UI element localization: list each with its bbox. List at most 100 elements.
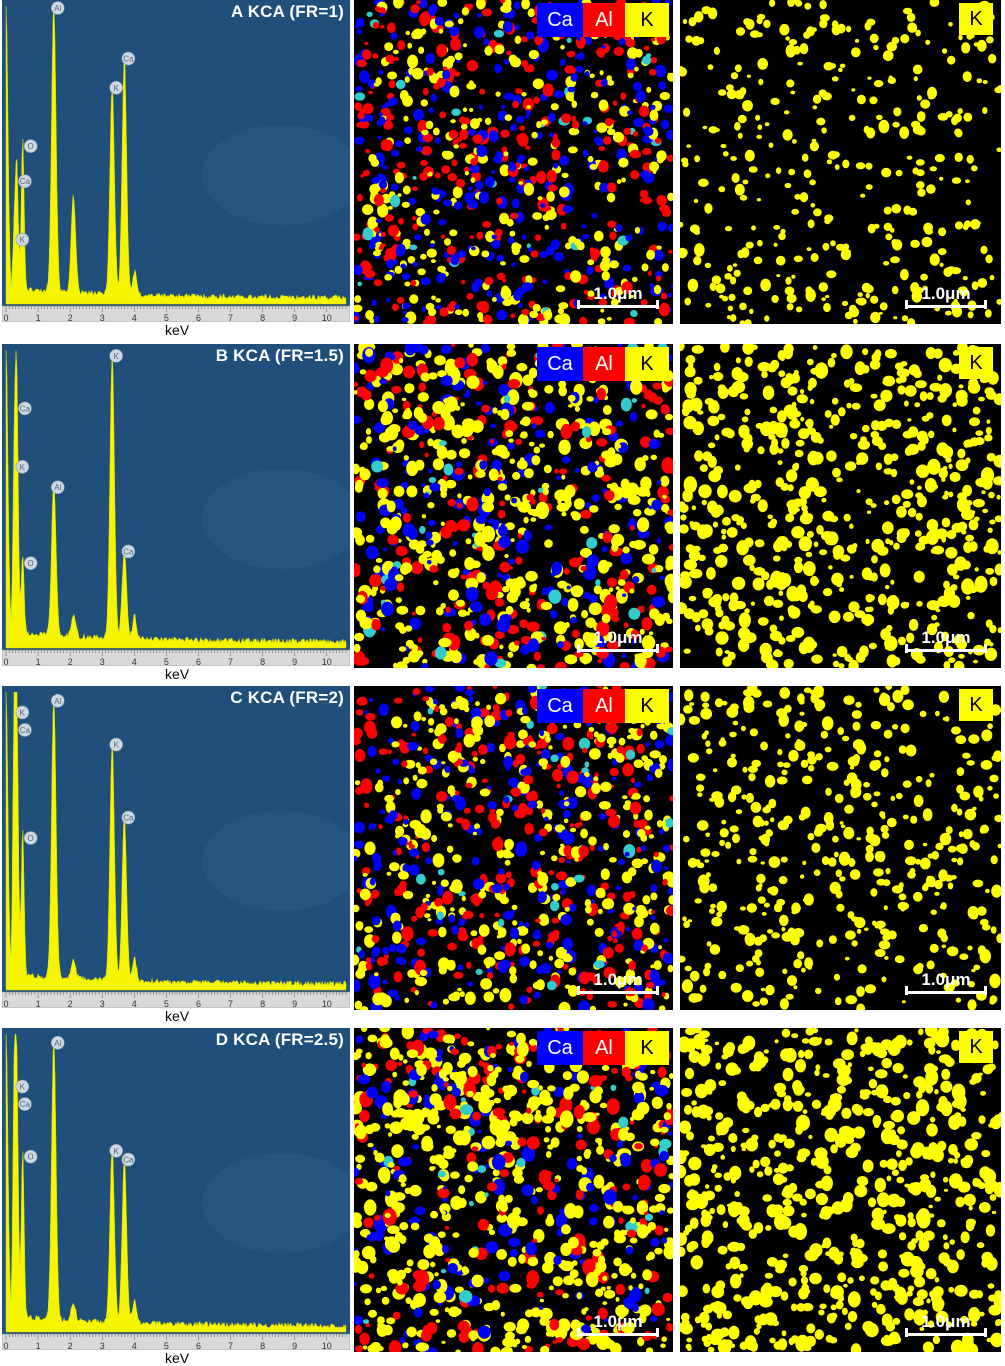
legend-al: Al: [583, 1031, 625, 1065]
peak-label: Al: [54, 697, 61, 706]
scale-bar-line: [577, 1333, 659, 1336]
scale-bar-line: [905, 649, 987, 652]
x-tick-label: 7: [228, 313, 233, 322]
x-tick-label: 10: [322, 657, 332, 666]
x-tick-label: 3: [100, 1341, 105, 1350]
peak-label: K: [20, 236, 26, 245]
x-tick-label: 1: [36, 657, 41, 666]
x-tick-label: 0: [3, 313, 8, 322]
x-tick-label: 3: [100, 657, 105, 666]
peak-label: Ca: [20, 726, 31, 735]
peak-label: O: [28, 142, 34, 151]
peak-label: Ca: [20, 404, 31, 413]
peak-label: O: [28, 559, 34, 568]
peak-label: Al: [54, 483, 61, 492]
peak-label: Ca: [123, 547, 134, 556]
composite-dot-field: [354, 344, 673, 668]
legend-al: Al: [583, 689, 625, 723]
k-dot-field: [680, 686, 1001, 1010]
x-tick-label: 10: [322, 313, 332, 322]
scale-bar-label: 1.0μm: [577, 970, 659, 990]
x-tick-label: 6: [196, 1341, 201, 1350]
scale-bar-label: 1.0μm: [577, 1312, 659, 1332]
peak-label: Al: [54, 1039, 61, 1048]
peak-label: K: [20, 708, 26, 717]
legend-k: K: [959, 689, 993, 721]
x-axis-label: keV: [165, 1008, 189, 1024]
x-tick-label: 8: [260, 313, 265, 322]
elemental-map-k: K 1.0μm: [680, 686, 1001, 1010]
x-tick-label: 1: [36, 999, 41, 1008]
x-tick-label: 0: [3, 1341, 8, 1350]
x-tick-label: 4: [132, 999, 137, 1008]
legend-ca: Ca: [537, 1031, 583, 1065]
legend-ca: Ca: [537, 689, 583, 723]
scale-bar-line: [577, 649, 659, 652]
peak-label: K: [20, 463, 26, 472]
x-tick-label: 7: [228, 999, 233, 1008]
scale-bar: 1.0μm: [577, 628, 659, 652]
peak-label: K: [20, 1083, 26, 1092]
x-axis-label: keV: [165, 322, 189, 338]
x-tick-label: 9: [292, 1341, 297, 1350]
x-tick-label: 4: [132, 313, 137, 322]
composite-dot-field: [354, 0, 673, 324]
x-tick-label: 6: [196, 313, 201, 322]
scale-bar: 1.0μm: [905, 284, 987, 308]
scale-bar: 1.0μm: [577, 970, 659, 994]
x-tick-label: 3: [100, 313, 105, 322]
x-tick-label: 0: [3, 657, 8, 666]
peak-label: K: [113, 84, 119, 93]
peak-label: Ca: [20, 177, 31, 186]
x-tick-label: 10: [322, 999, 332, 1008]
peak-label: Ca: [123, 814, 134, 823]
x-axis-label: keV: [165, 666, 189, 682]
peak-label: Ca: [123, 55, 134, 64]
panel-title: A KCA (FR=1): [231, 2, 344, 22]
scale-bar: 1.0μm: [577, 1312, 659, 1336]
peak-label: K: [113, 352, 119, 361]
scale-bar: 1.0μm: [905, 970, 987, 994]
peak-label: O: [28, 834, 34, 843]
panel-title: D KCA (FR=2.5): [216, 1030, 344, 1050]
x-tick-label: 5: [164, 999, 169, 1008]
panel-title: C KCA (FR=2): [230, 688, 344, 708]
x-tick-label: 9: [292, 999, 297, 1008]
x-tick-label: 5: [164, 1341, 169, 1350]
x-tick-label: 0: [3, 999, 8, 1008]
x-tick-label: 6: [196, 999, 201, 1008]
legend-al: Al: [583, 3, 625, 37]
legend-ca: Ca: [537, 347, 583, 381]
x-tick-label: 1: [36, 313, 41, 322]
x-tick-label: 2: [68, 313, 73, 322]
legend-k: K: [959, 3, 993, 35]
scale-bar-label: 1.0μm: [577, 284, 659, 304]
peak-label: K: [113, 1147, 119, 1156]
scale-bar-line: [905, 1333, 987, 1336]
x-tick-label: 3: [100, 999, 105, 1008]
x-tick-label: 2: [68, 999, 73, 1008]
scale-bar: 1.0μm: [577, 284, 659, 308]
x-tick-label: 4: [132, 1341, 137, 1350]
composite-dot-field: [354, 1028, 673, 1352]
x-tick-label: 7: [228, 657, 233, 666]
x-tick-label: 8: [260, 657, 265, 666]
legend-k: K: [625, 347, 669, 381]
k-dot-field: [680, 344, 1001, 668]
peak-label: Al: [54, 4, 61, 13]
x-tick-label: 2: [68, 1341, 73, 1350]
x-tick-label: 2: [68, 657, 73, 666]
